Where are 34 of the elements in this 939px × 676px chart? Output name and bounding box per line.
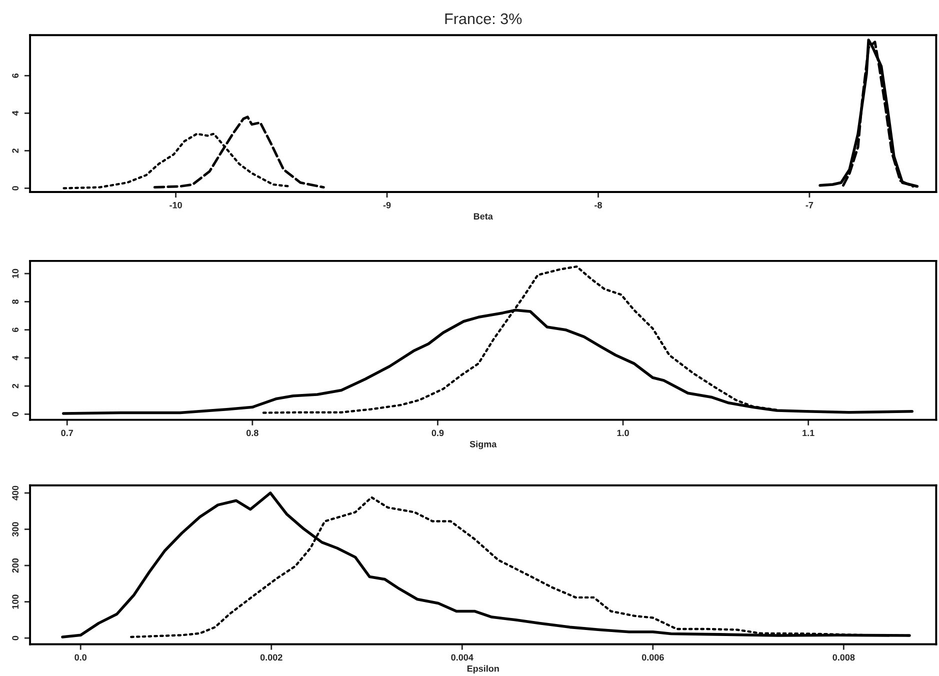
- x-tick-label: -10: [170, 202, 182, 208]
- y-tick-label: 200: [12, 558, 19, 573]
- y-tick-label: 6: [12, 73, 19, 78]
- x-tick-label: -8: [594, 202, 602, 208]
- x-tick-label: 0.006: [642, 654, 664, 661]
- y-tick-label: 0: [12, 186, 19, 190]
- x-tick-label: 1.1: [802, 430, 814, 436]
- y-tick-label: 8: [12, 299, 19, 304]
- y-tick-label: 0: [12, 636, 19, 640]
- chart-title: France: 3%: [445, 13, 522, 24]
- x-tick-label: 0.008: [832, 654, 855, 661]
- y-tick-label: 4: [12, 355, 18, 360]
- x-tick-label: 0.004: [451, 654, 474, 661]
- x-tick-label: -7: [806, 202, 814, 208]
- y-tick-label: 6: [12, 328, 19, 332]
- y-tick-label: 0: [12, 412, 19, 416]
- x-axis-title: Sigma: [470, 440, 497, 450]
- x-tick-label: 0.8: [246, 430, 258, 436]
- y-tick-label: 4: [12, 110, 18, 116]
- x-tick-label: -9: [383, 202, 391, 208]
- y-tick-label: 10: [12, 268, 19, 278]
- y-tick-label: 100: [12, 594, 19, 609]
- y-tick-label: 300: [12, 522, 19, 537]
- y-tick-label: 400: [12, 486, 19, 500]
- x-tick-label: 0.002: [260, 654, 282, 661]
- x-axis-title: Epsilon: [467, 665, 499, 674]
- x-tick-label: 1.0: [617, 430, 629, 436]
- y-tick-label: 2: [12, 148, 18, 153]
- x-tick-label: 0.7: [61, 430, 73, 436]
- x-tick-label: 0.0: [74, 654, 87, 661]
- y-tick-label: 2: [12, 384, 18, 388]
- x-tick-label: 0.9: [432, 430, 444, 436]
- line-series: [818, 38, 919, 188]
- x-axis-title: Beta: [474, 213, 493, 220]
